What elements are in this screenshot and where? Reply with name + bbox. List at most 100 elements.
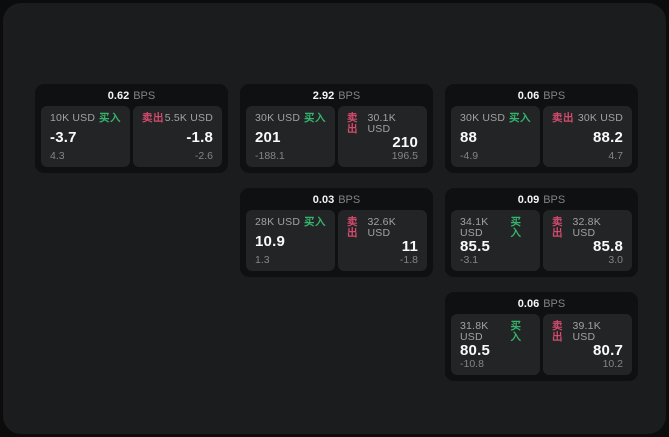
quote-card: 0.06 BPS 30K USD 买入 88 -4.9 卖出 [445,84,638,173]
buy-tile[interactable]: 30K USD 买入 88 -4.9 [451,106,540,167]
sell-size: 30.1K USD [367,112,396,135]
card-body: 34.1K USD 买入 85.5 -3.1 卖出 32.8K USD 85.8… [445,210,638,277]
buy-size: 30K USD [460,112,506,124]
card-body: 30K USD 买入 201 -188.1 卖出 30.1K USD 210 1… [240,106,433,173]
buy-size: 10K USD [50,112,96,124]
sell-label: 卖出 [552,320,563,343]
buy-price: 80.5 [460,341,490,359]
sell-tile-top: 卖出 5.5K USD [142,113,213,124]
buy-label: 买入 [99,112,121,124]
card-header: 0.03 BPS [240,188,433,210]
sell-size: 30K USD [577,112,623,124]
card-header: 2.92 BPS [240,84,433,106]
sell-delta: 196.5 [391,149,418,162]
sell-tile-top: 卖出 30K USD [552,113,623,124]
bps-value: 0.09 [517,194,540,206]
sell-tile[interactable]: 卖出 39.1K USD 80.7 10.2 [543,314,632,375]
sell-label: 卖出 [552,112,574,124]
bps-unit-label: BPS [543,194,566,206]
buy-tile-top: 28K USD 买入 [255,217,326,228]
buy-delta: -4.9 [460,149,479,162]
buy-tile-top: 34.1K USD 买入 [460,217,531,238]
buy-price: 88 [460,128,478,146]
bps-unit-label: BPS [543,298,566,310]
buy-label: 买入 [510,320,522,343]
buy-price: -3.7 [50,128,77,146]
sell-delta: -2.6 [194,149,213,162]
sell-size: 39.1K USD [572,320,601,343]
sell-tile[interactable]: 卖出 32.8K USD 85.8 3.0 [543,210,632,271]
sell-label: 卖出 [142,112,164,124]
bps-value: 0.03 [312,194,335,206]
card-header: 0.06 BPS [445,84,638,106]
buy-tile-top: 31.8K USD 买入 [460,321,531,342]
buy-tile-top: 30K USD 买入 [460,113,531,124]
buy-label: 买入 [304,216,326,228]
buy-tile[interactable]: 28K USD 买入 10.9 1.3 [246,210,335,271]
card-header: 0.09 BPS [445,188,638,210]
buy-delta: -10.8 [460,357,484,370]
buy-label: 买入 [510,216,522,239]
sell-price: 210 [392,133,418,151]
quote-card: 2.92 BPS 30K USD 买入 201 -188.1 卖出 [240,84,433,173]
buy-delta: 4.3 [50,149,65,162]
card-header: 0.06 BPS [445,292,638,314]
buy-label: 买入 [304,112,326,124]
buy-tile[interactable]: 10K USD 买入 -3.7 4.3 [41,106,130,167]
sell-tile-top: 卖出 32.8K USD [552,217,623,238]
quote-card: 0.62 BPS 10K USD 买入 -3.7 4.3 卖出 [35,84,228,173]
buy-price: 201 [255,128,281,146]
sell-delta: 3.0 [608,253,623,266]
sell-price: 85.8 [593,237,623,255]
sell-tile-top: 卖出 32.6K USD [347,217,418,238]
sell-delta: -1.8 [399,253,418,266]
buy-tile[interactable]: 30K USD 买入 201 -188.1 [246,106,335,167]
buy-tile-top: 10K USD 买入 [50,113,121,124]
sell-tile[interactable]: 卖出 5.5K USD -1.8 -2.6 [133,106,222,167]
buy-delta: 1.3 [255,253,270,266]
card-header: 0.62 BPS [35,84,228,106]
bps-value: 0.06 [517,90,540,102]
sell-price: 11 [401,237,418,255]
sell-delta: 4.7 [608,149,623,162]
buy-size: 28K USD [255,216,301,228]
sell-price: 88.2 [593,128,623,146]
sell-tile[interactable]: 卖出 30K USD 88.2 4.7 [543,106,632,167]
buy-size: 31.8K USD [460,320,489,343]
buy-size: 30K USD [255,112,301,124]
card-body: 30K USD 买入 88 -4.9 卖出 30K USD 88.2 4.7 [445,106,638,173]
buy-price: 10.9 [255,232,285,250]
quote-card: 0.09 BPS 34.1K USD 买入 85.5 -3.1 卖出 [445,188,638,277]
buy-tile[interactable]: 31.8K USD 买入 80.5 -10.8 [451,314,540,375]
bps-value: 2.92 [312,90,335,102]
bps-value: 0.06 [517,298,540,310]
sell-tile[interactable]: 卖出 30.1K USD 210 196.5 [338,106,427,167]
card-body: 10K USD 买入 -3.7 4.3 卖出 5.5K USD -1.8 -2.… [35,106,228,173]
quote-card: 0.03 BPS 28K USD 买入 10.9 1.3 卖出 [240,188,433,277]
sell-price: -1.8 [186,128,213,146]
sell-size: 5.5K USD [164,112,213,124]
sell-tile[interactable]: 卖出 32.6K USD 11 -1.8 [338,210,427,271]
sell-price: 80.7 [593,341,623,359]
bps-unit-label: BPS [133,90,156,102]
card-body: 31.8K USD 买入 80.5 -10.8 卖出 39.1K USD 80.… [445,314,638,381]
app-panel: 0.62 BPS 10K USD 买入 -3.7 4.3 卖出 [3,3,666,434]
sell-size: 32.6K USD [367,216,396,239]
sell-label: 卖出 [347,112,358,135]
buy-tile[interactable]: 34.1K USD 买入 85.5 -3.1 [451,210,540,271]
bps-unit-label: BPS [543,90,566,102]
buy-size: 34.1K USD [460,216,489,239]
quote-card: 0.06 BPS 31.8K USD 买入 80.5 -10.8 卖 [445,292,638,381]
bps-unit-label: BPS [338,194,361,206]
sell-tile-top: 卖出 39.1K USD [552,321,623,342]
quote-card-grid: 0.62 BPS 10K USD 买入 -3.7 4.3 卖出 [35,84,638,381]
sell-tile-top: 卖出 30.1K USD [347,113,418,134]
sell-label: 卖出 [552,216,563,239]
sell-delta: 10.2 [602,357,623,370]
sell-label: 卖出 [347,216,358,239]
bps-value: 0.62 [107,90,130,102]
buy-tile-top: 30K USD 买入 [255,113,326,124]
sell-size: 32.8K USD [572,216,601,239]
buy-price: 85.5 [460,237,490,255]
